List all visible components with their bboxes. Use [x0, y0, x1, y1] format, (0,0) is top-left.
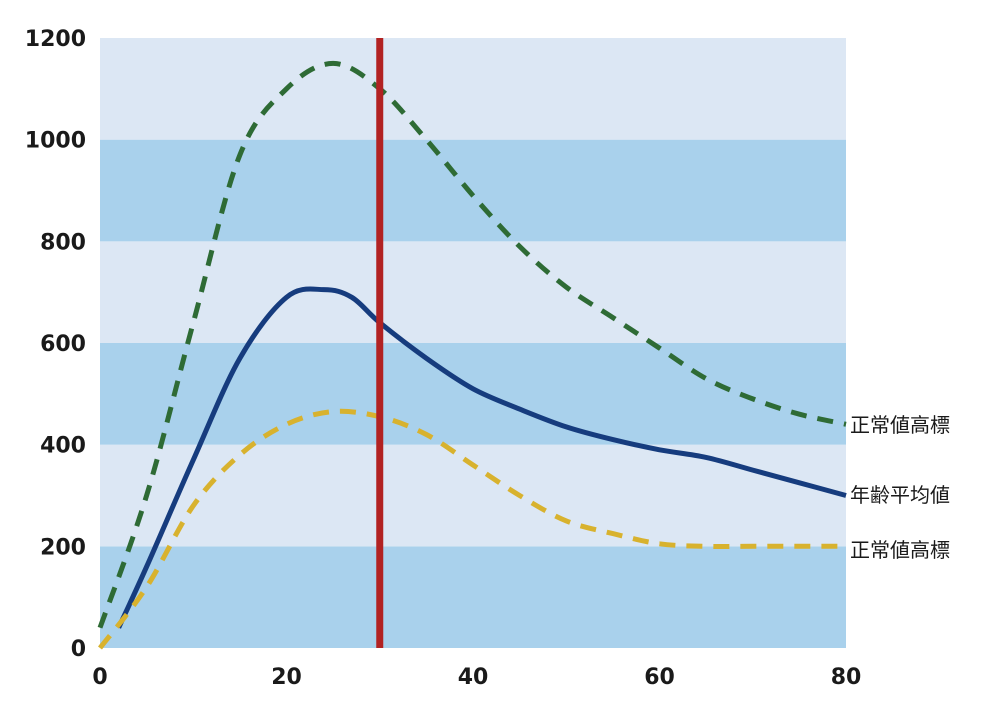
- y-tick-label: 200: [40, 535, 86, 560]
- series-lines: [97, 60, 847, 650]
- y-axis-tick-labels: 0 200 400 600 800 1000 1200: [25, 27, 86, 662]
- x-tick-label: 0: [92, 665, 107, 690]
- band-800-1000: [100, 139, 846, 242]
- background-bands: [100, 38, 846, 648]
- band-1000-1200: [100, 38, 846, 140]
- band-600-800: [100, 241, 846, 343]
- x-tick-label: 60: [644, 665, 675, 690]
- series-label-average: 年齢平均値: [850, 483, 950, 507]
- series-line-upper-normal-line: [97, 60, 847, 629]
- y-tick-label: 600: [40, 332, 86, 357]
- y-tick-label: 1200: [25, 27, 86, 52]
- x-tick-label: 80: [831, 665, 862, 690]
- x-tick-label: 20: [271, 665, 302, 690]
- series-labels: 正常値高標 年齢平均値 正常値高標: [850, 413, 950, 562]
- y-tick-label: 0: [71, 637, 86, 662]
- y-tick-label: 800: [40, 230, 86, 255]
- y-tick-label: 1000: [25, 129, 86, 154]
- series-line-age-average-line: [116, 286, 847, 629]
- x-tick-label: 40: [458, 665, 489, 690]
- series-line-lower-normal-line: [98, 408, 846, 650]
- band-400-600: [100, 343, 846, 445]
- band-200-400: [100, 444, 846, 547]
- series-label-lower: 正常値高標: [850, 538, 950, 562]
- x-axis-tick-labels: 0 20 40 60 80: [92, 665, 861, 690]
- band-0-200: [100, 546, 846, 648]
- y-tick-label: 400: [40, 434, 86, 459]
- series-label-upper: 正常値高標: [850, 413, 950, 437]
